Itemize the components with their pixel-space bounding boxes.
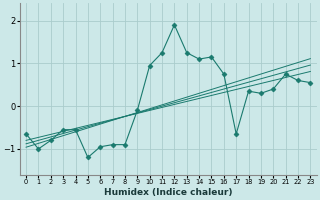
X-axis label: Humidex (Indice chaleur): Humidex (Indice chaleur) [104, 188, 232, 197]
